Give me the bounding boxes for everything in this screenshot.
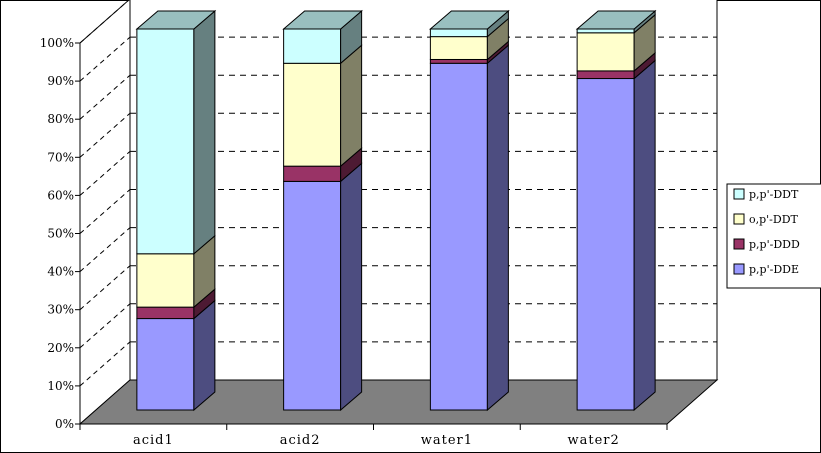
bar-top bbox=[282, 10, 363, 30]
side-gridline bbox=[79, 265, 131, 311]
legend-label: o,p'-DDT bbox=[749, 213, 799, 226]
bar-segment bbox=[136, 28, 195, 255]
y-tick-label: 70% bbox=[47, 150, 74, 164]
side-gridline bbox=[79, 189, 131, 234]
legend-label: p,p'-DDT bbox=[749, 188, 799, 201]
bar-segment bbox=[283, 165, 342, 182]
bar-segment bbox=[576, 78, 635, 411]
bar-top bbox=[429, 10, 510, 30]
bar-stack bbox=[282, 9, 363, 412]
legend-swatch bbox=[733, 238, 745, 250]
bar-segment-side bbox=[633, 59, 656, 412]
bar-segment-side bbox=[193, 9, 216, 255]
bar-segment-side bbox=[193, 299, 216, 412]
bar-segment bbox=[576, 32, 635, 72]
x-axis: acid1 acid2 water1 water2 bbox=[79, 423, 668, 448]
legend-swatch bbox=[733, 213, 745, 225]
bar-segment bbox=[283, 62, 342, 167]
y-tick-label: 90% bbox=[47, 74, 74, 88]
legend-label: p,p'-DDE bbox=[749, 263, 799, 276]
bars bbox=[135, 9, 657, 412]
y-tick-label: 20% bbox=[47, 341, 74, 355]
bar-segment bbox=[136, 253, 195, 308]
bar-stack bbox=[135, 9, 217, 412]
side-gridline bbox=[79, 151, 131, 196]
bar-top bbox=[575, 10, 657, 30]
x-category-label: water2 bbox=[567, 433, 619, 448]
side-gridline bbox=[79, 303, 131, 349]
bar-segment bbox=[283, 28, 342, 64]
bar-segment bbox=[576, 70, 635, 80]
bar-segment bbox=[576, 28, 635, 34]
bar-segment bbox=[136, 306, 195, 320]
y-tick-label: 0% bbox=[55, 417, 74, 431]
bar-stack bbox=[575, 9, 657, 412]
legend: p,p'-DDT o,p'-DDT p,p'-DDD p,p'-DDE bbox=[726, 183, 821, 289]
bar-stack bbox=[429, 9, 510, 412]
legend-swatch bbox=[733, 263, 745, 275]
bar-segment bbox=[429, 28, 488, 38]
bar-segment-side bbox=[486, 44, 509, 412]
bar-segment bbox=[136, 318, 195, 411]
side-gridline bbox=[79, 227, 131, 272]
y-tick-label: 40% bbox=[47, 265, 74, 279]
legend-swatch bbox=[733, 188, 745, 200]
x-category-label: water1 bbox=[421, 433, 473, 448]
y-tick-label: 30% bbox=[47, 303, 74, 317]
x-category-label: acid2 bbox=[280, 433, 321, 448]
bar-segment bbox=[429, 36, 488, 60]
y-tick-label: 60% bbox=[47, 188, 74, 202]
y-axis: 0% 10% 20% 30% 40% 50% 60% 70% 80% 90% 100% bbox=[40, 36, 81, 431]
bar-segment-side bbox=[340, 162, 363, 412]
bar-segment bbox=[429, 62, 488, 411]
bar-segment bbox=[283, 180, 342, 411]
y-tick-label: 50% bbox=[47, 227, 74, 241]
side-gridline bbox=[79, 36, 131, 82]
side-gridline bbox=[79, 112, 131, 158]
x-category-label: acid1 bbox=[133, 433, 174, 448]
side-gridline bbox=[79, 341, 131, 387]
side-gridline bbox=[79, 0, 130, 44]
bar-segment bbox=[429, 58, 488, 64]
side-gridline bbox=[79, 74, 131, 120]
bar-segment-side bbox=[340, 44, 363, 168]
side-wall bbox=[79, 0, 131, 426]
chart-walls bbox=[79, 0, 718, 426]
y-tick-label: 100% bbox=[40, 36, 74, 50]
y-tick-label: 80% bbox=[47, 112, 74, 126]
bar-top bbox=[135, 10, 217, 30]
legend-label: p,p'-DDD bbox=[749, 238, 800, 251]
y-tick-label: 10% bbox=[47, 379, 74, 393]
